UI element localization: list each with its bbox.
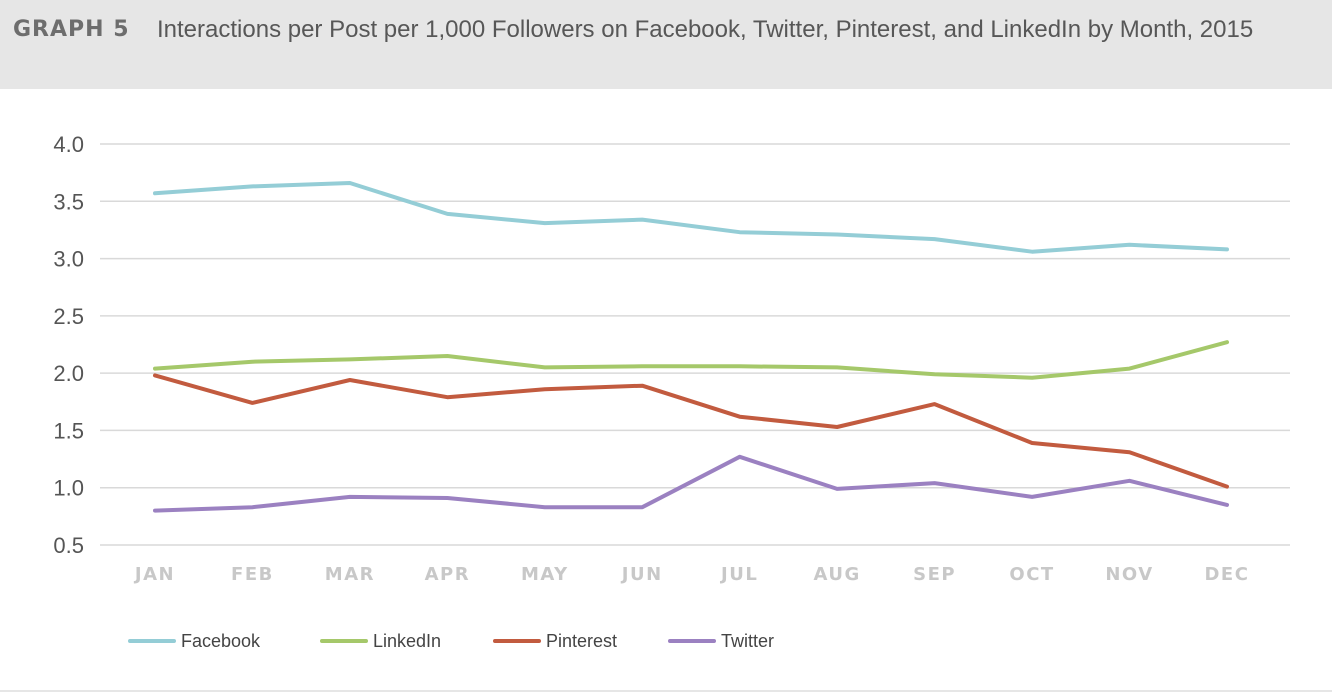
- y-tick-label: 4.0: [53, 132, 84, 157]
- legend-label-facebook: Facebook: [181, 631, 261, 651]
- x-tick-label: APR: [425, 564, 470, 585]
- legend-label-linkedin: LinkedIn: [373, 631, 441, 651]
- legend-label-twitter: Twitter: [721, 631, 774, 651]
- x-tick-label: DEC: [1204, 564, 1249, 585]
- graph-number-label: GRAPH 5: [13, 17, 130, 42]
- x-tick-label: JAN: [133, 564, 175, 585]
- x-tick-label: SEP: [913, 564, 956, 585]
- series-line-linkedin: [153, 340, 1229, 380]
- x-tick-label: NOV: [1105, 564, 1153, 585]
- series-line-pinterest: [153, 373, 1229, 489]
- x-tick-label: MAR: [325, 564, 375, 585]
- x-tick-label: OCT: [1009, 564, 1054, 585]
- y-tick-label: 1.0: [53, 476, 84, 501]
- y-tick-label: 2.5: [53, 304, 84, 329]
- y-tick-label: 1.5: [53, 418, 84, 443]
- x-tick-label: MAY: [521, 564, 569, 585]
- chart-title: Interactions per Post per 1,000 Follower…: [157, 16, 1254, 43]
- legend-label-pinterest: Pinterest: [546, 631, 617, 651]
- x-tick-label: JUL: [719, 564, 758, 585]
- y-tick-label: 0.5: [53, 533, 84, 558]
- series-line-facebook: [153, 181, 1229, 254]
- y-tick-label: 2.0: [53, 361, 84, 386]
- line-chart: 0.5 1.0 1.5 2.0 2.5 3.0 3.5 4.0 JAN FEB MAR APR MAY J…: [53, 132, 1290, 651]
- x-tick-label: AUG: [814, 564, 861, 585]
- bottom-divider: [0, 690, 1332, 692]
- y-tick-label: 3.0: [53, 247, 84, 272]
- series-line-twitter: [153, 454, 1229, 513]
- x-tick-label: JUN: [620, 564, 663, 585]
- y-tick-label: 3.5: [53, 189, 84, 214]
- chart-header: GRAPH 5 Interactions per Post per 1,000 …: [0, 0, 1332, 89]
- x-tick-label: FEB: [231, 564, 274, 585]
